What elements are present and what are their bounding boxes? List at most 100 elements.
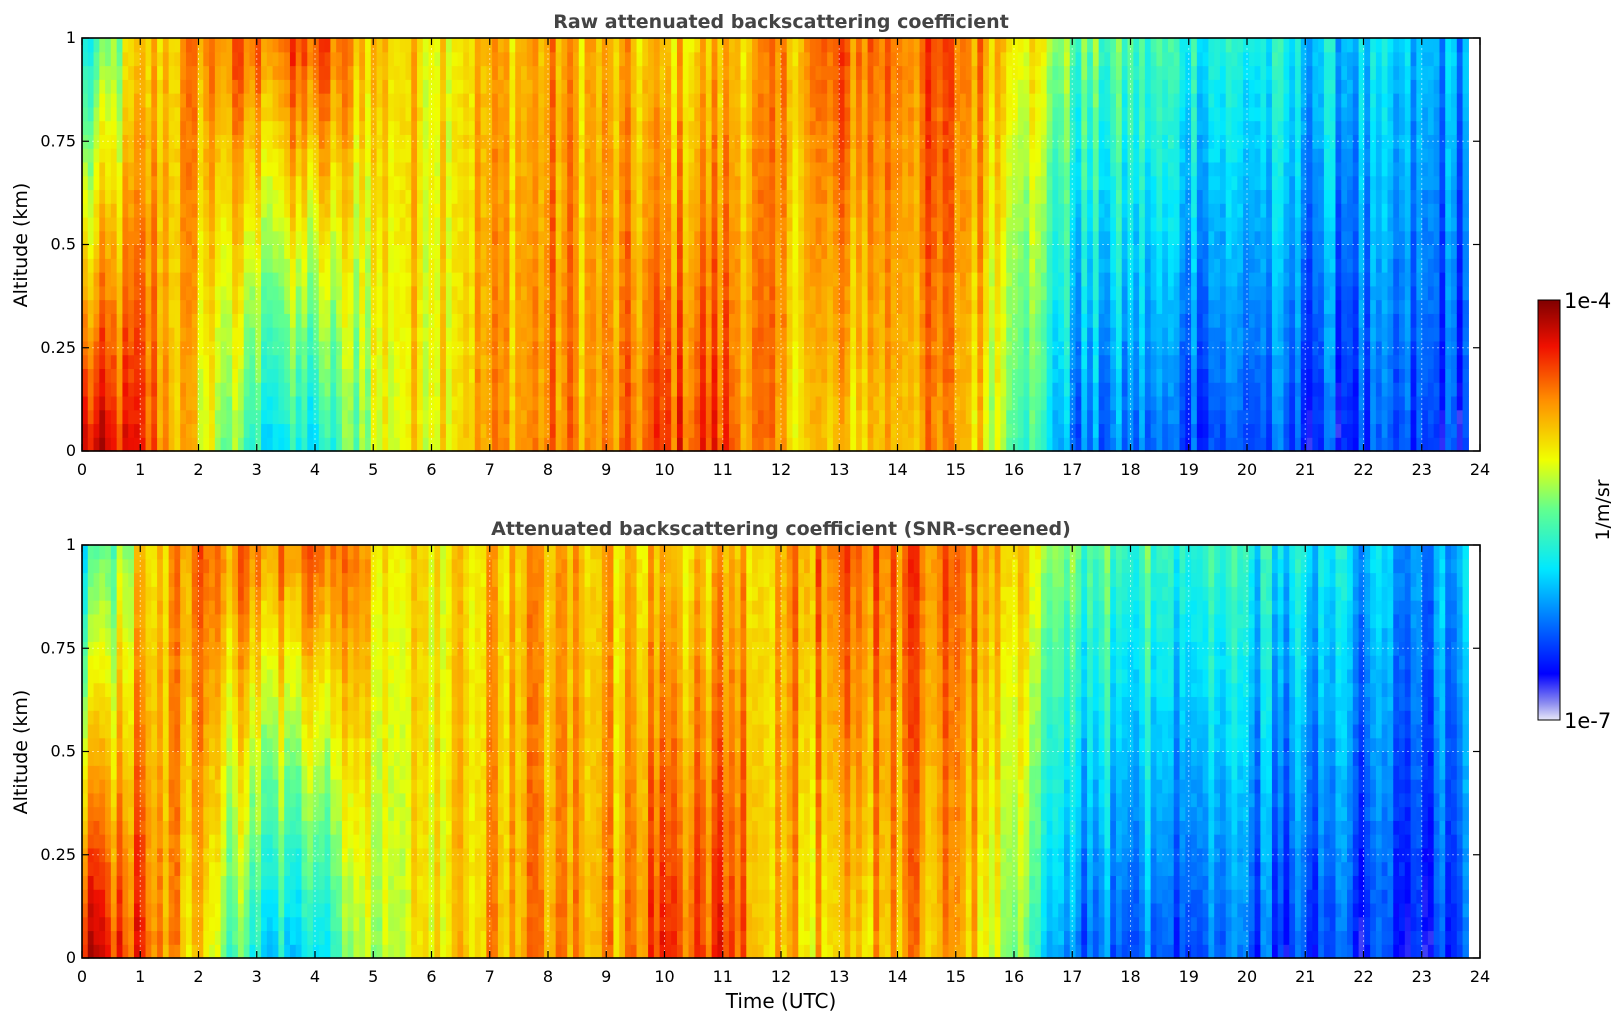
heatmap-cell — [786, 327, 794, 342]
heatmap-cell — [561, 299, 568, 314]
heatmap-cell — [399, 327, 407, 342]
heatmap-cell — [99, 161, 106, 177]
heatmap-cell — [584, 409, 591, 425]
heatmap-cell — [884, 148, 892, 163]
heatmap-cell — [682, 51, 690, 67]
heatmap-cell — [214, 230, 222, 246]
heatmap-cell — [422, 382, 430, 397]
heatmap-cell — [873, 299, 880, 314]
heatmap-cell — [844, 327, 851, 342]
heatmap-cell — [336, 93, 343, 108]
heatmap-cell — [197, 65, 204, 80]
heatmap-cell — [671, 437, 678, 452]
heatmap-cell — [497, 382, 505, 397]
heatmap-cell — [717, 134, 724, 149]
heatmap-cell — [705, 354, 713, 369]
heatmap-cell — [445, 285, 453, 301]
heatmap-cell — [960, 106, 967, 122]
heatmap-cell — [1040, 437, 1048, 452]
heatmap-cell — [908, 161, 915, 177]
heatmap-cell — [671, 175, 678, 191]
heatmap-cell — [255, 93, 262, 108]
heatmap-cell — [648, 189, 655, 204]
heatmap-cell — [544, 299, 551, 314]
heatmap-cell — [861, 409, 869, 425]
heatmap-cell — [220, 216, 228, 232]
heatmap-cell — [1029, 93, 1036, 108]
heatmap-cell — [255, 258, 262, 273]
heatmap-cell — [792, 65, 799, 80]
heatmap-cell — [185, 327, 193, 342]
heatmap-cell — [87, 216, 95, 232]
heatmap-cell — [630, 38, 638, 53]
heatmap-cell — [538, 382, 545, 397]
heatmap-cell — [983, 161, 990, 177]
heatmap-cell — [671, 423, 678, 438]
heatmap-cell — [936, 395, 944, 411]
heatmap-cell — [105, 368, 112, 383]
heatmap-cell — [960, 175, 967, 191]
heatmap-cell — [278, 51, 285, 67]
heatmap-cell — [728, 382, 736, 397]
heatmap-cell — [850, 354, 857, 369]
heatmap-cell — [203, 134, 210, 149]
heatmap-cell — [607, 437, 615, 452]
heatmap-cell — [775, 65, 782, 80]
heatmap-cell — [324, 382, 331, 397]
heatmap-cell — [145, 161, 152, 177]
heatmap-cell — [659, 216, 667, 232]
heatmap-cell — [711, 203, 719, 218]
heatmap-cell — [711, 299, 719, 314]
heatmap-cell — [873, 285, 880, 301]
heatmap-cell — [307, 216, 314, 232]
heatmap-cell — [122, 423, 129, 438]
heatmap-cell — [521, 340, 528, 356]
heatmap-cell — [174, 423, 181, 438]
heatmap-cell — [590, 216, 597, 232]
heatmap-cell — [596, 230, 603, 246]
heatmap-cell — [590, 51, 597, 67]
heatmap-cell — [180, 120, 187, 135]
heatmap-cell — [318, 395, 326, 411]
heatmap-cell — [301, 340, 308, 356]
heatmap-cell — [780, 120, 788, 135]
heatmap-cell — [740, 161, 747, 177]
heatmap-cell — [613, 272, 620, 287]
heatmap-cell — [266, 409, 274, 425]
heatmap-cell — [266, 203, 274, 218]
heatmap-cell — [752, 120, 759, 135]
heatmap-cell — [1017, 134, 1025, 149]
heatmap-cell — [567, 51, 574, 67]
heatmap-cell — [359, 79, 366, 94]
heatmap-cell — [850, 106, 857, 122]
heatmap-cell — [584, 93, 591, 108]
heatmap-cell — [313, 354, 320, 369]
heatmap-cell — [954, 244, 961, 259]
heatmap-cell — [393, 189, 401, 204]
heatmap-cell — [827, 106, 834, 122]
heatmap-cell — [353, 244, 360, 259]
heatmap-cell — [890, 409, 898, 425]
heatmap-cell — [422, 368, 430, 383]
heatmap-cell — [780, 285, 788, 301]
heatmap-cell — [445, 38, 453, 53]
heatmap-cell — [278, 285, 285, 301]
heatmap-cell — [913, 161, 921, 177]
heatmap-cell — [145, 79, 152, 94]
heatmap-cell — [249, 437, 256, 452]
heatmap-cell — [960, 327, 967, 342]
heatmap-cell — [902, 354, 909, 369]
heatmap-cell — [463, 437, 470, 452]
heatmap-cell — [578, 38, 586, 53]
heatmap-cell — [544, 354, 551, 369]
heatmap-cell — [873, 51, 880, 67]
heatmap-cell — [931, 327, 938, 342]
heatmap-cell — [815, 244, 822, 259]
heatmap-cell — [948, 340, 955, 356]
heatmap-cell — [457, 299, 464, 314]
heatmap-cell — [890, 175, 898, 191]
heatmap-cell — [809, 437, 817, 452]
heatmap-cell — [607, 258, 615, 273]
heatmap-cell — [214, 258, 222, 273]
heatmap-cell — [330, 395, 337, 411]
